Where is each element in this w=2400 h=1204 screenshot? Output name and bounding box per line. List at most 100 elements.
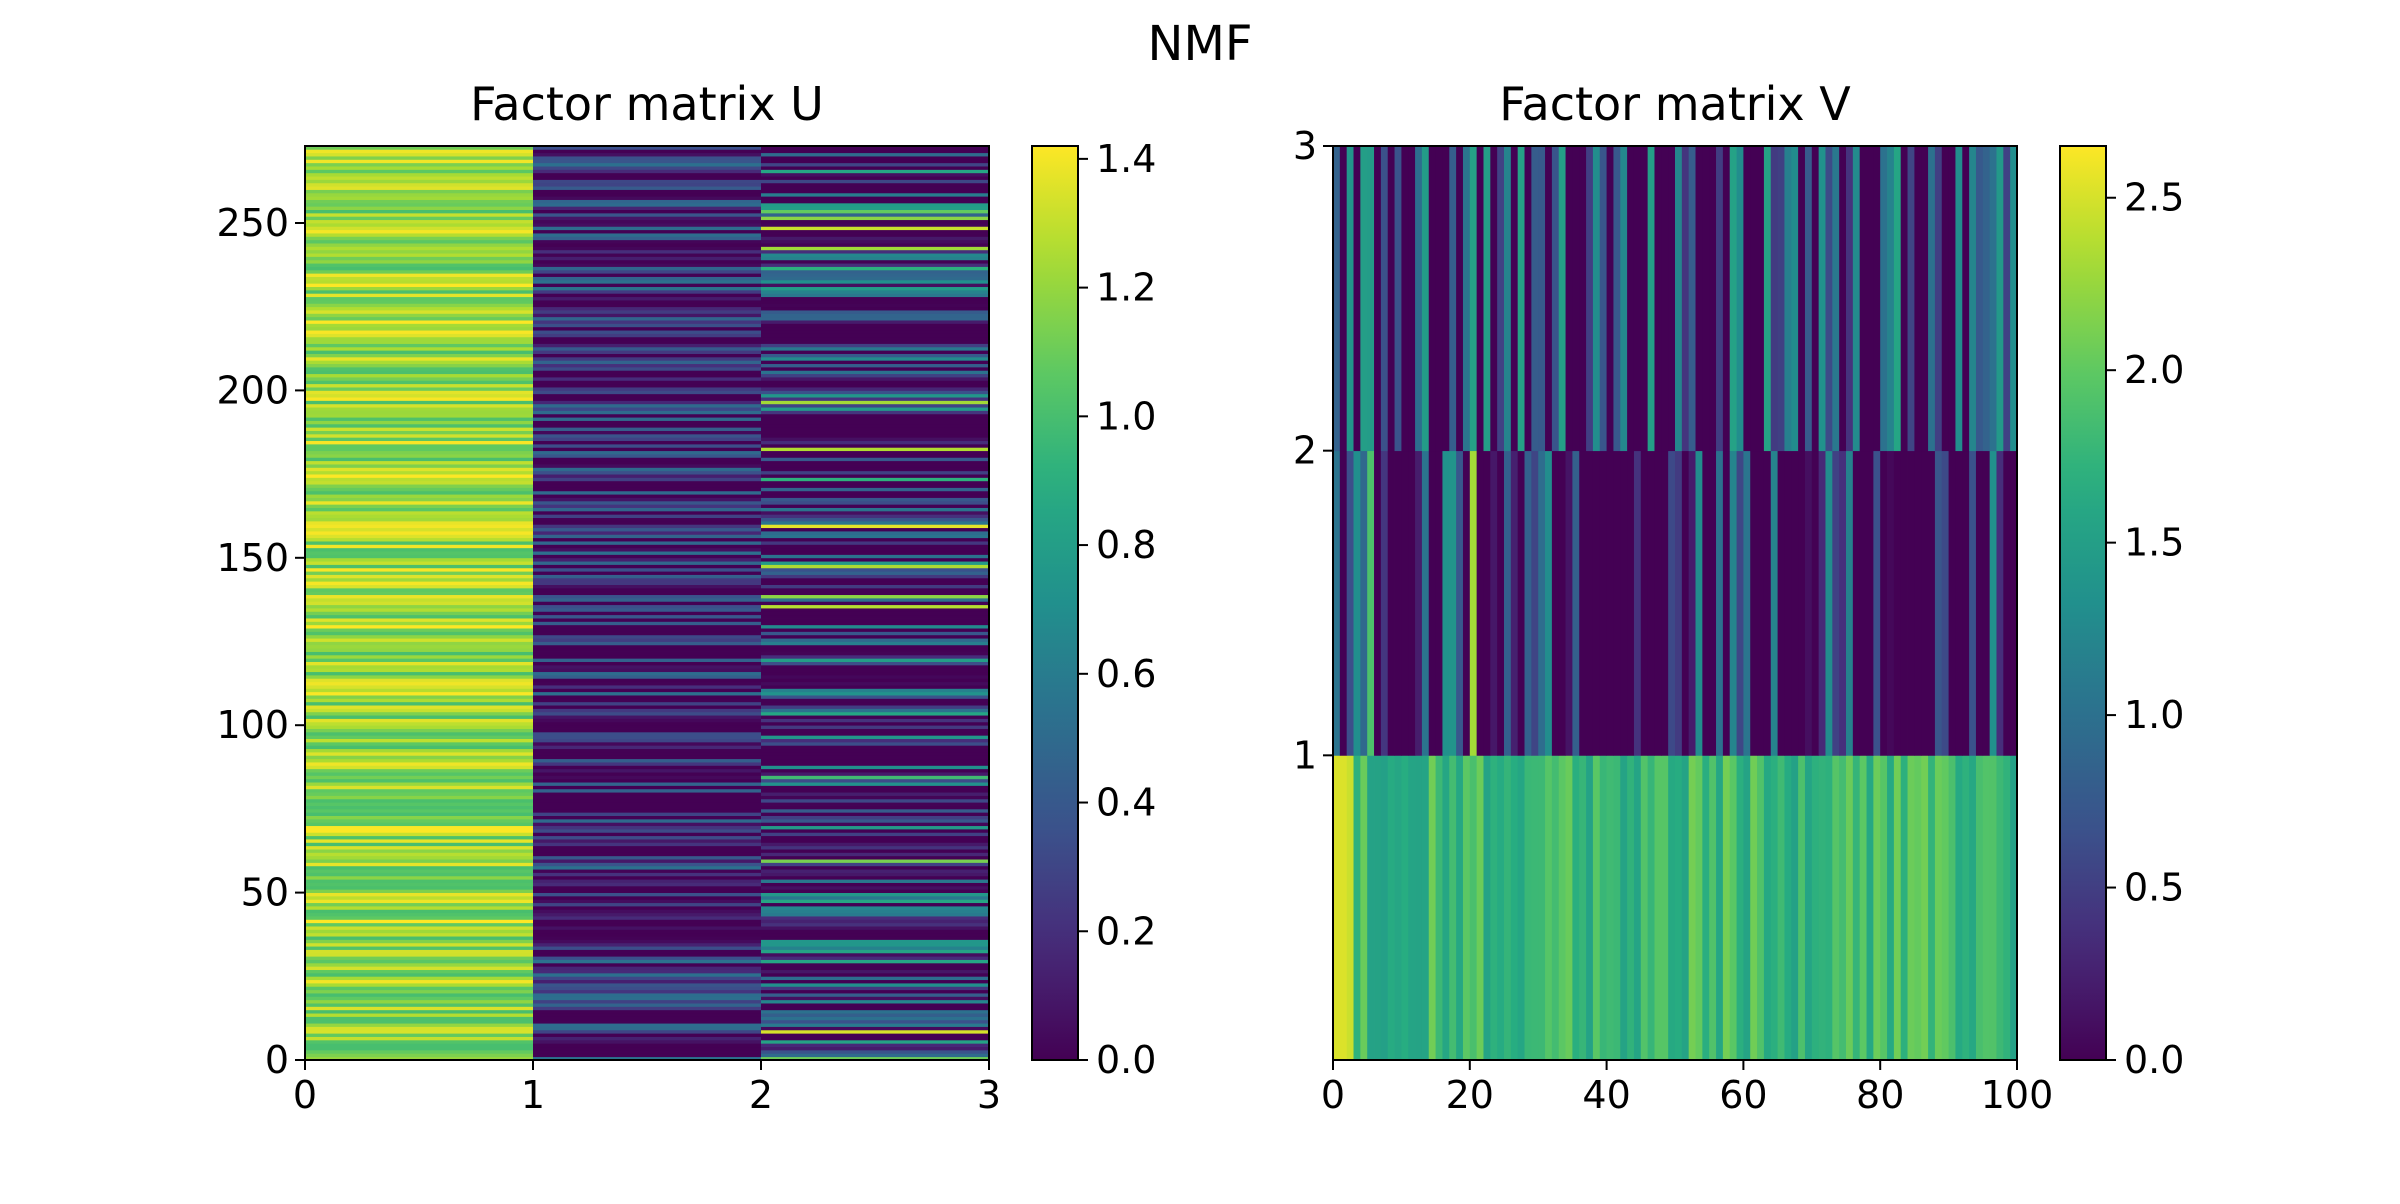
heatmap-u-cell: [761, 584, 990, 589]
heatmap-u-cell: [761, 638, 990, 642]
heatmap-u-cell: [305, 480, 534, 485]
colorbar-u-tick-label: 0.2: [1096, 909, 1156, 953]
heatmap-u-cell: [305, 152, 534, 157]
heatmap-v-cell: [1804, 755, 1813, 1061]
heatmap-u-cell: [305, 236, 534, 241]
heatmap-v-cell: [1846, 450, 1854, 756]
heatmap-u-cell: [533, 1056, 762, 1061]
heatmap-u-cell: [305, 279, 534, 284]
heatmap-v-cell: [1709, 450, 1717, 756]
heatmap-u-cell: [761, 336, 990, 341]
heatmap-v-cell: [1668, 755, 1676, 1061]
x-tick-label-u: 3: [977, 1073, 1001, 1117]
panel-factor-matrix-v: Factor matrix V 0 20 40 60 80 100 1 2 3 0.0 0.5 1.0 1…: [1293, 77, 2185, 1117]
heatmap-u-cell: [533, 674, 762, 679]
heatmap-u-cell: [533, 554, 762, 559]
heatmap-u-cell: [761, 464, 990, 468]
heatmap-v-cell: [1921, 146, 1929, 452]
heatmap-u-cell: [533, 219, 762, 224]
heatmap-u-cell: [305, 738, 534, 743]
heatmap-u-cell: [761, 939, 990, 944]
heatmap-v-cell: [1442, 755, 1450, 1061]
heatmap-u-cell: [533, 638, 762, 642]
heatmap-v-cell: [1490, 146, 1498, 452]
colorbar-u-tick-label: 1.4: [1096, 137, 1156, 181]
heatmap-u-cell: [761, 393, 990, 398]
heatmap-u-cell: [761, 1056, 990, 1061]
heatmap-v-cell: [1374, 146, 1382, 452]
heatmap-v-cell: [1743, 755, 1751, 1061]
axes-v-frame: [1332, 145, 2018, 1061]
heatmap-u-cell: [533, 825, 762, 830]
heatmap-u-cell: [761, 537, 990, 542]
heatmap-v-cell: [1798, 755, 1806, 1061]
heatmap-v-cell: [1962, 755, 1970, 1061]
heatmap-v-cell: [1517, 755, 1525, 1061]
heatmap-u-cell: [761, 678, 990, 683]
heatmap-v-cell: [1415, 450, 1423, 756]
heatmap-u-cell: [761, 504, 990, 508]
heatmap-u-cell: [533, 651, 762, 656]
heatmap-u-cell: [305, 815, 534, 820]
heatmap-u-cell: [305, 166, 534, 170]
heatmap-u-cell: [761, 685, 990, 689]
heatmap-u-cell: [305, 966, 534, 971]
heatmap-u-cell: [533, 343, 762, 348]
heatmap-v-cell: [1483, 146, 1491, 452]
heatmap-u-cell: [305, 413, 534, 418]
heatmap-v-cell: [1811, 146, 1820, 452]
heatmap-u-cell: [533, 1023, 762, 1027]
heatmap-u-cell: [533, 688, 762, 693]
heatmap-u-cell: [305, 460, 534, 465]
heatmap-u-cell: [761, 1049, 990, 1054]
heatmap-v-cell: [1750, 450, 1758, 756]
heatmap-v-cell: [1620, 146, 1628, 452]
heatmap-u-cell: [533, 373, 762, 378]
heatmap-v-cell: [1504, 450, 1512, 756]
heatmap-u-cell: [533, 286, 762, 291]
heatmap-u-cell: [305, 795, 534, 800]
y-tick-label-u: 100: [216, 703, 289, 747]
heatmap-v-cell: [1818, 755, 1826, 1061]
heatmap-u-cell: [305, 641, 534, 646]
heatmap-u-cell: [761, 480, 990, 485]
heatmap-u-cell: [533, 400, 762, 405]
heatmap-v-cell: [2010, 146, 2018, 452]
heatmap-v-cell: [1545, 450, 1553, 756]
heatmap-v-cell: [1497, 450, 1505, 756]
heatmap-v-cell: [1449, 146, 1457, 452]
heatmap-u-cell: [305, 192, 534, 197]
heatmap-u-cell: [761, 484, 990, 488]
heatmap-u-cell: [533, 283, 762, 288]
heatmap-v-cell: [1613, 450, 1621, 756]
heatmap-u-cell: [761, 577, 990, 582]
heatmap-v-cell: [1948, 755, 1956, 1061]
heatmap-v-cell: [1989, 450, 1997, 756]
heatmap-u-cell: [305, 433, 534, 438]
heatmap-u-cell: [305, 828, 534, 833]
heatmap-u-cell: [305, 594, 534, 599]
heatmap-u-cell: [533, 614, 762, 619]
heatmap-v-cell: [1784, 146, 1792, 452]
heatmap-u-cell: [533, 972, 762, 977]
heatmap-u-cell: [305, 972, 534, 977]
heatmap-v-cell: [1757, 146, 1765, 452]
heatmap-u-cell: [305, 849, 534, 853]
heatmap-u-cell: [305, 1039, 534, 1044]
heatmap-u-cell: [533, 711, 762, 716]
heatmap-u-cell: [305, 802, 534, 806]
heatmap-u-cell: [761, 380, 990, 385]
heatmap-u-cell: [305, 330, 534, 334]
heatmap-u-cell: [305, 172, 534, 177]
heatmap-u-cell: [533, 517, 762, 522]
y-tick-label-u: 150: [216, 536, 289, 580]
heatmap-v-cell: [2003, 755, 2011, 1061]
heatmap-u-cell: [533, 480, 762, 485]
heatmap-u-cell: [305, 383, 534, 388]
heatmap-u-cell: [533, 949, 762, 954]
heatmap-u-cell: [533, 852, 762, 857]
heatmap-v-cell: [1592, 755, 1601, 1061]
heatmap-v-cell: [1825, 755, 1833, 1061]
heatmap-v-cell: [1832, 450, 1840, 756]
heatmap-u-cell: [305, 571, 534, 575]
